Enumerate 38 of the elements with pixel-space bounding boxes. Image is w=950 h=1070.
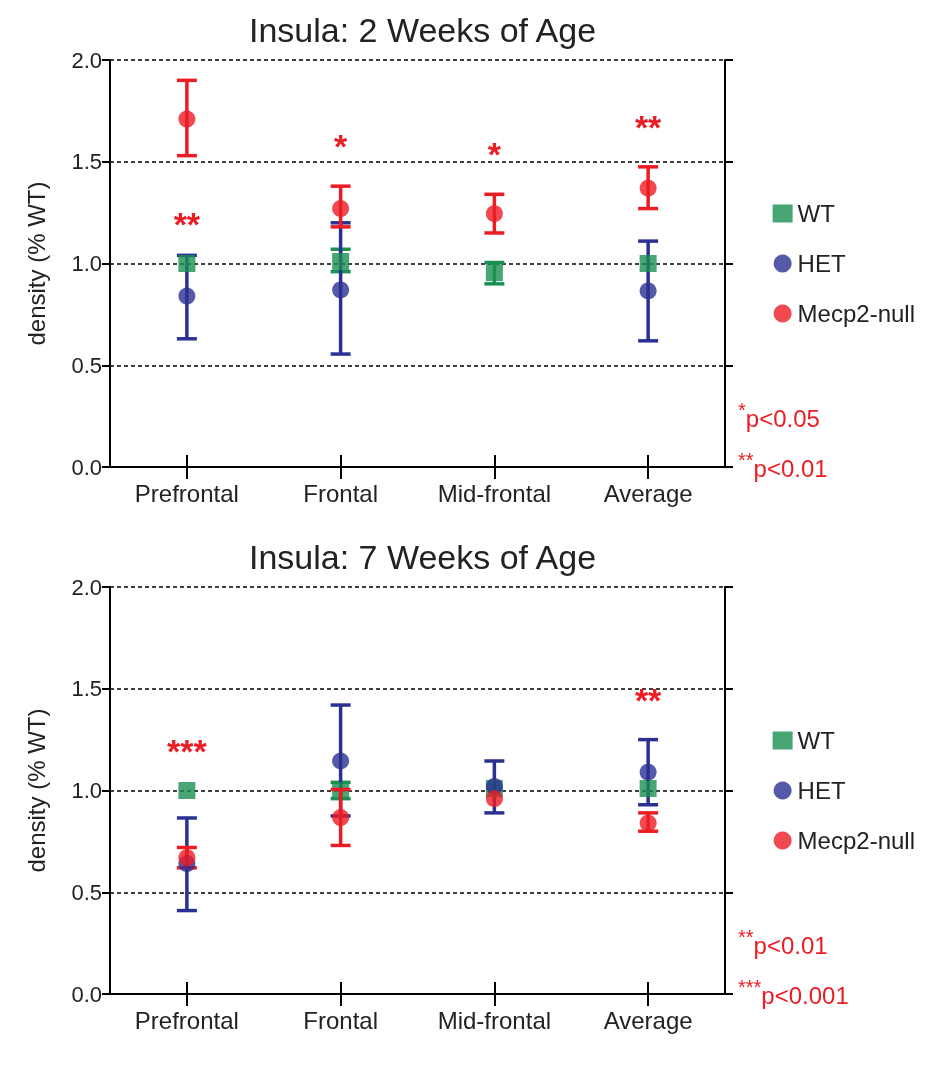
text: *p<0.05: [738, 399, 820, 432]
y-tick-label: 0.5: [71, 352, 102, 378]
text: **p<0.01: [738, 926, 828, 959]
text: **p<0.01: [738, 449, 828, 482]
x-tick-label: Prefrontal: [134, 479, 239, 507]
chart-title: Insula: 7 Weeks of Age: [248, 538, 597, 576]
y-tick-label: 1.0: [71, 251, 102, 276]
annotation: ***: [167, 731, 208, 770]
x-tick-label: Average: [603, 1006, 693, 1034]
y-axis-title: density (% WT): [22, 181, 50, 346]
x-tick-label: Prefrontal: [134, 1006, 239, 1034]
annotation: **: [173, 204, 201, 243]
chart-title: Insula: 2 Weeks of Age: [248, 11, 597, 49]
legend-label: HET: [797, 250, 846, 277]
x-tick-label: Frontal: [303, 1006, 378, 1034]
y-tick-label: 0.5: [71, 879, 102, 905]
y-tick-label: 0.0: [71, 981, 102, 1007]
legend-label: HET: [797, 777, 846, 804]
annotation: *: [334, 127, 349, 166]
y-tick-label: 0.0: [71, 454, 102, 480]
annotation: *: [487, 135, 502, 174]
text: ***p<0.001: [738, 976, 849, 1009]
x-tick-label: Frontal: [303, 479, 378, 507]
legend-label: WT: [797, 727, 836, 754]
y-tick-label: 1.5: [71, 149, 102, 175]
annotation: **: [634, 680, 663, 719]
y-axis-title: density (% WT): [22, 708, 50, 873]
legend-label: WT: [797, 200, 836, 227]
annotation: **: [634, 107, 663, 146]
y-tick-label: 1.0: [71, 778, 102, 803]
x-tick-label: Average: [603, 479, 693, 507]
y-tick-label: 2.0: [71, 574, 102, 600]
legend-label: Mecp2-null: [797, 300, 915, 327]
y-tick-label: 2.0: [71, 47, 102, 73]
y-tick-label: 1.5: [71, 676, 102, 702]
legend-label: Mecp2-null: [797, 827, 915, 854]
x-tick-label: Mid-frontal: [437, 1006, 552, 1034]
x-tick-label: Mid-frontal: [437, 479, 552, 507]
